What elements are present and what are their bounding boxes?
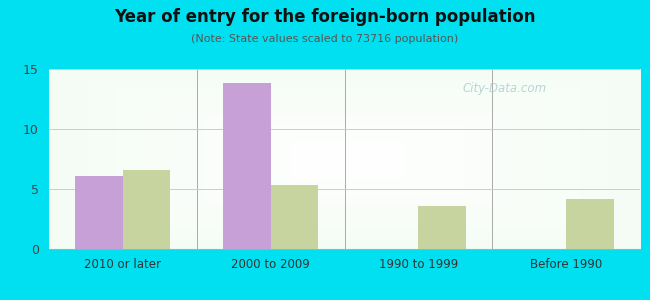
Text: Year of entry for the foreign-born population: Year of entry for the foreign-born popul… [114,8,536,26]
Bar [223,83,270,249]
Text: City-Data.com: City-Data.com [463,82,547,94]
Bar [419,206,466,249]
Bar [270,185,318,249]
Text: (Note: State values scaled to 73716 population): (Note: State values scaled to 73716 popu… [191,34,459,44]
Bar [566,199,614,249]
Bar [123,170,170,249]
Bar [75,176,123,249]
